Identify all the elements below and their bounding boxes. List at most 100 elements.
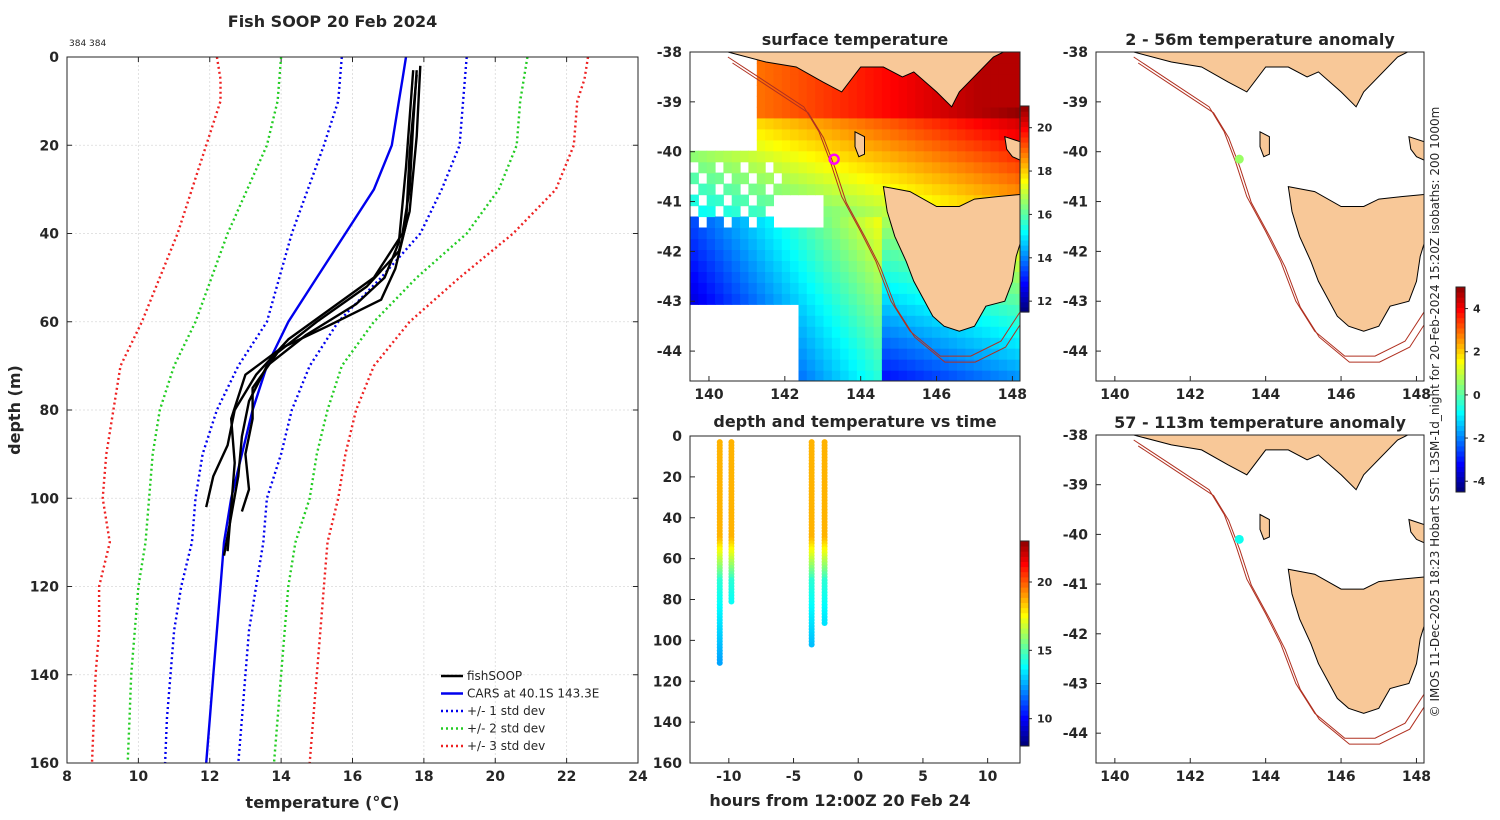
sst-sst-cell (990, 150, 1000, 163)
sst-sst-cell (798, 238, 808, 250)
dt-colorbar-swatch (1020, 653, 1029, 660)
sst-sst-cell (973, 161, 983, 174)
dt-colorbar-swatch (1020, 623, 1029, 629)
sst-sst-cell (865, 326, 875, 338)
sst-sst-cell (932, 139, 941, 152)
sst-colorbar-swatch (1020, 296, 1029, 303)
sst-sst-cell (982, 139, 991, 152)
sst-sst-cell (907, 183, 916, 196)
sst-sst-cell (915, 139, 925, 152)
sst-sst-cell (1007, 315, 1016, 327)
sst-sst-cell (856, 337, 866, 349)
dt-tick-label-y: 0 (672, 429, 682, 445)
sst-sst-cell (881, 315, 891, 327)
sst-sst-cell (982, 106, 991, 119)
sst-sst-cell (815, 282, 825, 294)
dt-colorbar-tick-label: 10 (1037, 713, 1053, 726)
anom-colorbar-swatch (1456, 363, 1465, 370)
sst-sst-cell (815, 348, 825, 360)
sst-sst-cell (915, 183, 925, 196)
legend-label: +/- 1 std dev (467, 704, 545, 718)
sst-sst-cell (806, 73, 816, 86)
sst-sst-cell (848, 359, 858, 371)
sst-sst-cell (848, 348, 858, 360)
sst-sst-cell (848, 106, 858, 119)
sst-sst-cell (940, 348, 950, 360)
sst-sst-cell (698, 260, 708, 272)
sst-sst-cell (690, 282, 699, 294)
sst-sst-cell (815, 249, 825, 261)
anom-colorbar-tick-label: 0 (1473, 389, 1481, 402)
sst-sst-cell (690, 150, 699, 163)
sst-sst-cell (923, 139, 933, 152)
sst-sst-cell (982, 84, 991, 97)
sst-sst-cell (831, 106, 841, 119)
anom-colorbar-swatch (1456, 369, 1465, 375)
sst-sst-cell (731, 172, 741, 185)
sst-sst-cell (990, 359, 1000, 371)
sst-sst-cell (873, 282, 883, 294)
sst-sst-cell (856, 304, 866, 316)
sst-sst-cell (690, 194, 699, 207)
sst-sst-cell (982, 359, 991, 371)
sst-sst-cell (773, 260, 783, 272)
sst-sst-cell (781, 282, 791, 294)
sst-sst-cell (1007, 337, 1016, 349)
anom2-content (1096, 435, 1424, 745)
anom-colorbar-tick-label: -2 (1473, 432, 1485, 445)
sst-sst-cell (798, 183, 808, 196)
sst-sst-cell (790, 282, 799, 294)
sst-sst-cell (973, 348, 983, 360)
sst-sst-cell (873, 315, 883, 327)
anom1-land-flinders-island (1408, 135, 1424, 161)
sst-sst-cell (823, 183, 833, 196)
sst-sst-cell (890, 238, 900, 250)
sst-sst-cell (798, 84, 808, 97)
sst-sst-cell (998, 52, 1008, 53)
sst-sst-cell (823, 205, 833, 218)
anom-colorbar-swatch (1456, 307, 1465, 314)
sst-sst-cell (881, 128, 891, 141)
profile-line-fishsoop-cast (240, 65, 422, 512)
sst-sst-cell (873, 139, 883, 152)
sst-sst-cell (898, 271, 908, 283)
sst-land-tasmania (882, 185, 1020, 332)
sst-sst-cell (890, 326, 900, 338)
sst-sst-cell (907, 150, 916, 163)
sst-sst-cell (723, 293, 733, 305)
sst-sst-cell (932, 117, 941, 130)
sst-sst-cell (907, 73, 916, 86)
profile-tick-label-y: 120 (30, 580, 59, 596)
sst-sst-cell (848, 84, 858, 97)
profile-line-fishsoop-cast (205, 70, 418, 508)
sst-sst-cell (940, 326, 950, 338)
sst-sst-cell (948, 139, 958, 152)
sst-sst-cell (765, 95, 774, 108)
sst-sst-cell (848, 271, 858, 283)
sst-sst-cell (865, 106, 875, 119)
sst-sst-cell (873, 95, 883, 108)
sst-sst-cell (1007, 52, 1016, 53)
sst-sst-cell (790, 139, 799, 152)
sst-colorbar-swatch (1020, 209, 1029, 215)
sst-sst-cell (823, 216, 833, 229)
profile-tick-label-x: 10 (129, 769, 149, 785)
sst-sst-cell (965, 52, 975, 53)
sst-sst-cell (915, 150, 925, 163)
sst-sst-cell (831, 194, 841, 207)
sst-sst-cell (907, 282, 916, 294)
sst-sst-cell (831, 304, 841, 316)
sst-sst-cell (1015, 304, 1020, 316)
sst-colorbar-frame (1019, 105, 1030, 313)
sst-colorbar-swatch (1020, 152, 1029, 158)
sst-sst-cell (940, 128, 950, 141)
sst-sst-cell (690, 238, 699, 250)
sst-sst-cell (781, 117, 791, 130)
sst-sst-cell (815, 150, 825, 163)
sst-sst-cell (773, 128, 783, 141)
sst-sst-cell (898, 304, 908, 316)
sst-sst-cell (815, 315, 825, 327)
sst-sst-cell (873, 370, 883, 381)
sst-sst-cell (865, 172, 875, 185)
sst-sst-cell (823, 95, 833, 108)
